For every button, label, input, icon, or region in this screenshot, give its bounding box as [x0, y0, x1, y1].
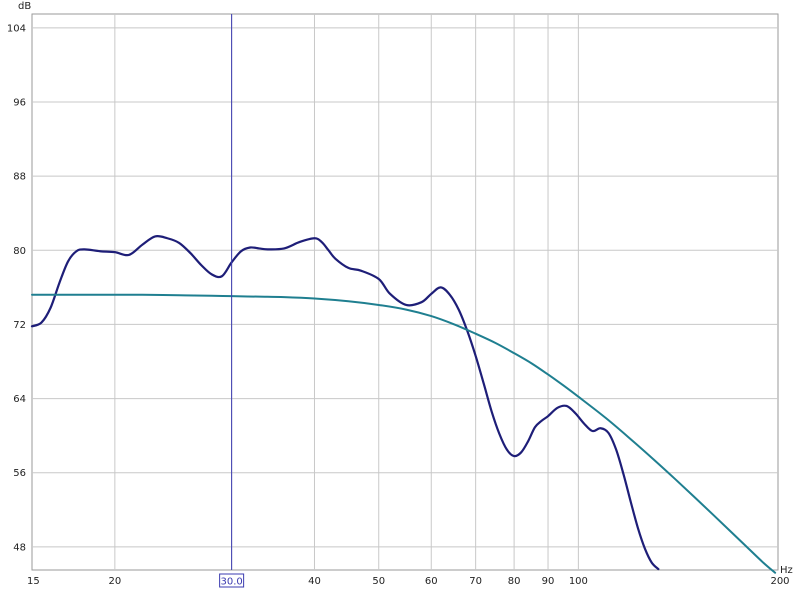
cursor-readout-box[interactable]	[219, 573, 245, 588]
y-tick-label: 56	[13, 468, 26, 479]
x-axis-unit-label: Hz	[780, 565, 793, 576]
x-tick-label: 80	[508, 576, 521, 587]
grid	[32, 14, 778, 570]
y-tick-label: 104	[7, 23, 26, 34]
series-layer	[30, 234, 777, 574]
x-tick-label: 100	[569, 576, 588, 587]
series-line-1	[31, 293, 777, 574]
y-tick-label: 96	[13, 98, 26, 109]
y-axis-unit-label: dB	[18, 1, 31, 12]
cursor-layer[interactable]: 30.0	[219, 14, 245, 588]
y-tick-label: 64	[13, 394, 26, 405]
y-tick-label: 72	[13, 320, 26, 331]
x-tick-label: 40	[308, 576, 321, 587]
cursor-readout-label: 30.0	[220, 577, 242, 588]
y-tick-label: 80	[13, 246, 26, 257]
series-line-0	[30, 234, 660, 571]
y-tick-label: 48	[13, 542, 26, 553]
x-tick-label: 15	[27, 576, 40, 587]
x-tick-label: 70	[469, 576, 482, 587]
label-layer: 15 20 40 50 60 70 80 90 100 200 48 56 64 72 80 88 96 104	[7, 23, 790, 587]
x-tick-label: 90	[542, 576, 555, 587]
x-tick-label: 20	[108, 576, 121, 587]
y-tick-label: 88	[13, 172, 26, 183]
x-tick-label: 200	[770, 576, 789, 587]
x-tick-label: 60	[425, 576, 438, 587]
plot-area	[31, 13, 779, 571]
x-tick-label: 50	[372, 576, 385, 587]
